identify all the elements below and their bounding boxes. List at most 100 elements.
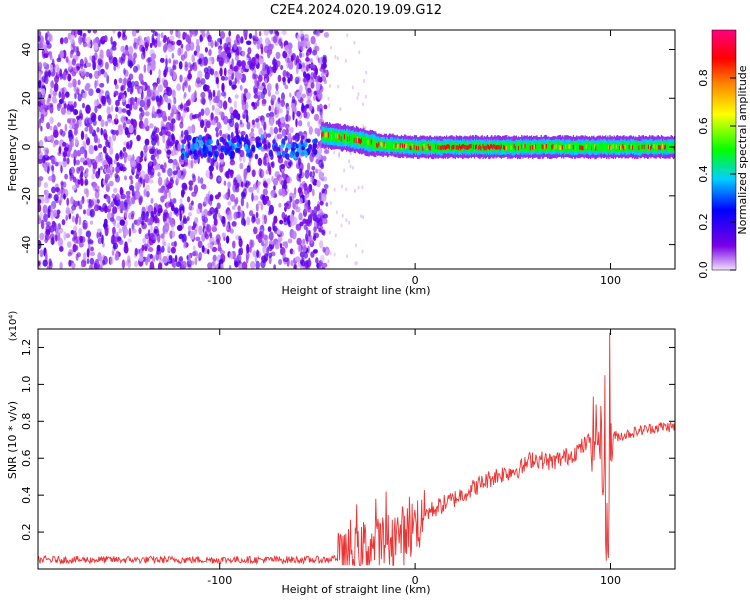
heatmap-noise-cell	[272, 139, 276, 144]
heatmap-noise-cell	[267, 226, 272, 233]
heatmap-noise-cell	[273, 215, 278, 224]
heatmap-noise-cell	[41, 75, 47, 83]
heatmap-signal-cell	[551, 145, 553, 150]
heatmap-noise-cell	[59, 68, 63, 77]
heatmap-noise-cell	[253, 87, 259, 96]
heatmap-noise-cell	[183, 129, 189, 137]
heatmap-noise-cell	[255, 260, 260, 269]
heatmap-noise-cell	[113, 118, 119, 125]
heatmap-noise-cell	[97, 58, 102, 66]
heatmap-noise-cell	[38, 178, 42, 188]
heatmap-noise-cell	[235, 147, 239, 154]
heatmap-noise-cell	[192, 30, 197, 37]
heatmap-signal-cell	[542, 144, 544, 150]
heatmap-noise-cell	[65, 214, 68, 221]
heatmap-signal-cell	[328, 134, 331, 140]
heatmap-noise-cell	[73, 66, 79, 74]
heatmap-noise-cell	[228, 80, 232, 86]
heatmap-noise-cell	[303, 141, 308, 148]
heatmap-signal-cell	[481, 145, 483, 151]
heatmap-noise-cell	[231, 221, 237, 227]
heatmap-signal-cell	[597, 145, 599, 151]
heatmap-noise-cell	[172, 59, 176, 69]
heatmap-noise-cell	[182, 82, 185, 92]
bottom-x-axis: -100 0 100	[207, 329, 621, 587]
heatmap-noise-cell	[254, 77, 258, 86]
heatmap-noise-cell	[322, 56, 327, 65]
heatmap-noise-cell	[348, 220, 351, 225]
heatmap-noise-cell	[76, 252, 81, 258]
heatmap-signal-cell	[440, 145, 442, 151]
heatmap-noise-cell	[305, 57, 310, 62]
heatmap-noise-cell	[194, 217, 199, 224]
heatmap-noise-cell	[123, 245, 129, 254]
heatmap-noise-cell	[235, 186, 240, 193]
heatmap-signal-cell	[506, 145, 508, 151]
heatmap-noise-cell	[171, 52, 175, 59]
heatmap-noise-cell	[127, 238, 132, 243]
heatmap-noise-cell	[248, 33, 253, 39]
heatmap-noise-cell	[89, 55, 93, 61]
heatmap-noise-cell	[308, 126, 313, 135]
heatmap-noise-cell	[223, 193, 228, 200]
heatmap-noise-cell	[286, 62, 289, 69]
heatmap-signal-cell	[534, 144, 536, 150]
heatmap-noise-cell	[189, 230, 195, 240]
heatmap-noise-cell	[234, 77, 238, 85]
heatmap-noise-cell	[364, 94, 367, 99]
heatmap-signal-cell	[485, 146, 488, 151]
heatmap-noise-cell	[86, 248, 90, 258]
heatmap-noise-cell	[129, 85, 133, 95]
heatmap-signal-cell	[408, 145, 410, 150]
heatmap-noise-cell	[235, 110, 239, 120]
heatmap-noise-cell	[259, 159, 262, 166]
heatmap-signal-cell	[432, 145, 434, 151]
heatmap-noise-cell	[233, 43, 237, 51]
heatmap-noise-cell	[280, 99, 286, 108]
heatmap-noise-cell	[204, 126, 207, 133]
heatmap-noise-cell	[161, 110, 167, 120]
heatmap-noise-cell	[211, 119, 217, 126]
heatmap-noise-cell	[83, 252, 87, 261]
heatmap-noise-cell	[154, 214, 158, 224]
heatmap-noise-cell	[314, 45, 320, 52]
heatmap-noise-cell	[228, 264, 232, 269]
heatmap-noise-cell	[305, 104, 310, 109]
heatmap-noise-cell	[201, 32, 206, 38]
heatmap-noise-cell	[323, 104, 328, 110]
heatmap-noise-cell	[241, 261, 248, 269]
heatmap-noise-cell	[125, 103, 131, 109]
heatmap-noise-cell	[78, 204, 83, 210]
heatmap-signal-cell	[420, 144, 422, 150]
heatmap-signal-cell	[382, 142, 384, 148]
heatmap-noise-cell	[298, 212, 303, 221]
heatmap-noise-cell	[71, 209, 74, 214]
bottom-y-axis: 0.20.40.60.81.01.2	[20, 339, 675, 541]
heatmap-noise-cell	[149, 216, 154, 226]
chart-title: C2E4.2024.020.19.09.G12	[270, 3, 442, 18]
heatmap-noise-cell	[40, 98, 46, 104]
heatmap-noise-cell	[333, 252, 336, 257]
heatmap-signal-cell	[668, 143, 670, 149]
heatmap-signal-cell	[561, 144, 563, 149]
heatmap-noise-cell	[109, 169, 114, 176]
heatmap-noise-cell	[97, 167, 101, 176]
heatmap-noise-cell	[131, 213, 134, 220]
heatmap-noise-cell	[307, 121, 311, 128]
heatmap-noise-cell	[186, 196, 191, 203]
heatmap-noise-cell	[183, 241, 187, 249]
heatmap-noise-cell	[216, 139, 220, 146]
heatmap-noise-cell	[313, 95, 316, 101]
heatmap-noise-cell	[279, 219, 284, 225]
heatmap-noise-cell	[338, 151, 341, 156]
heatmap-noise-cell	[277, 119, 281, 128]
heatmap-signal-cell	[559, 145, 562, 150]
heatmap-noise-cell	[95, 185, 100, 190]
heatmap-signal-cell	[343, 134, 346, 140]
heatmap-noise-cell	[139, 99, 145, 108]
bottom-x-tick-label: -100	[207, 574, 232, 587]
heatmap-noise-cell	[303, 77, 309, 87]
heatmap-noise-cell	[124, 50, 129, 55]
heatmap-noise-cell	[197, 149, 202, 157]
heatmap-noise-cell	[301, 145, 305, 150]
